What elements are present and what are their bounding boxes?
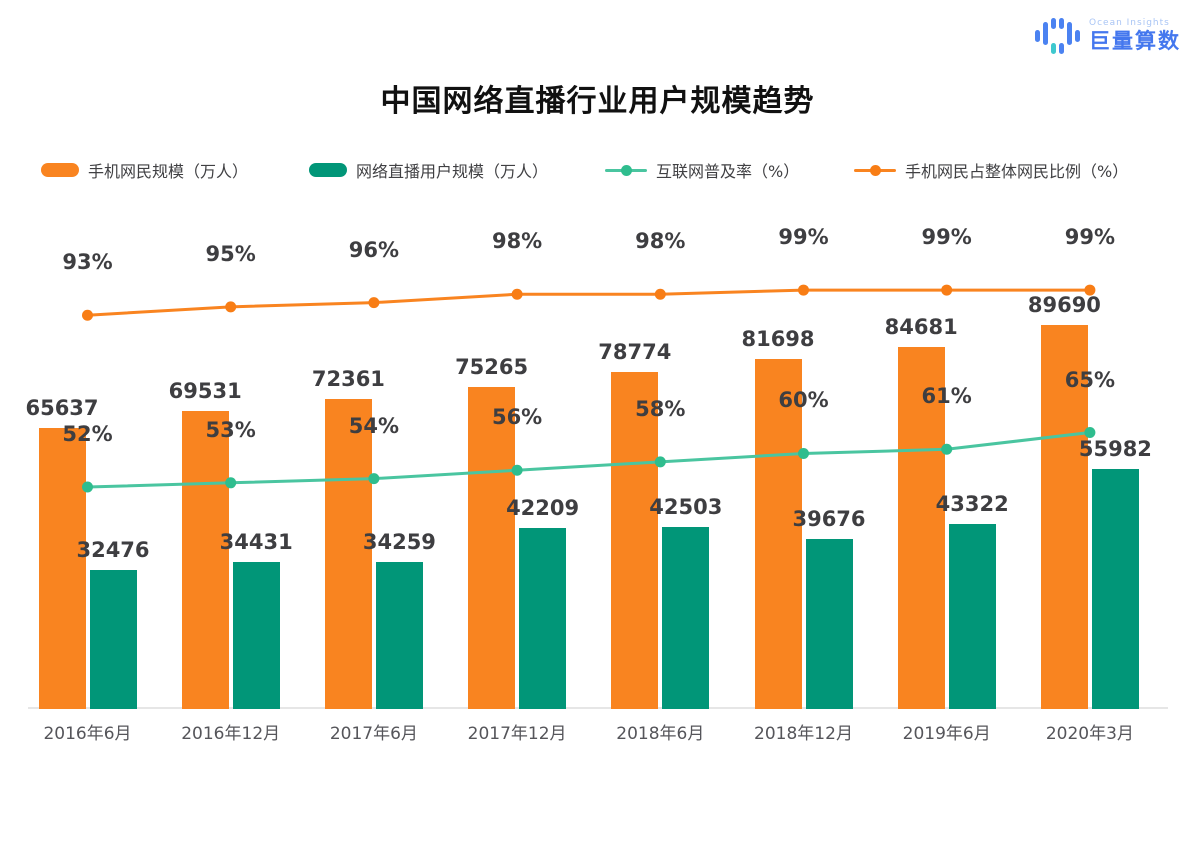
bar-wave-logo-icon bbox=[1035, 18, 1080, 54]
internet-penetration-label: 54% bbox=[348, 413, 400, 438]
bar-mobile-netizens bbox=[468, 386, 516, 709]
brand-text: Ocean Insights 巨量算数 bbox=[1089, 18, 1181, 54]
mobile-share-label: 99% bbox=[778, 225, 829, 250]
mobile-share-label: 95% bbox=[205, 241, 256, 266]
livestream-users-value-label: 42209 bbox=[506, 496, 580, 521]
mobile-netizens-value-label: 81698 bbox=[741, 327, 815, 352]
legend-label: 手机网民占整体网民比例（%） bbox=[905, 162, 1129, 181]
bar-mobile-netizens bbox=[754, 359, 802, 709]
bar-livestream-users bbox=[375, 562, 423, 709]
legend-label: 手机网民规模（万人） bbox=[88, 162, 249, 181]
bar-mobile-netizens bbox=[38, 428, 86, 709]
bar-livestream-users bbox=[948, 523, 996, 709]
mobile-netizens-value-label: 78774 bbox=[598, 339, 672, 364]
mobile-share-point bbox=[225, 301, 237, 313]
livestream-users-value-label: 42503 bbox=[649, 495, 723, 520]
livestream-users-value-label: 43322 bbox=[935, 491, 1009, 516]
x-axis-label: 2016年12月 bbox=[181, 724, 281, 744]
internet-penetration-label: 53% bbox=[205, 417, 256, 442]
internet-penetration-label: 60% bbox=[778, 388, 829, 413]
x-axis-label: 2020年3月 bbox=[1045, 724, 1134, 744]
x-axis-label: 2017年12月 bbox=[467, 724, 567, 744]
mobile-share-point bbox=[368, 297, 380, 309]
legend-bar-swatch bbox=[309, 163, 347, 177]
bar-livestream-users bbox=[805, 539, 853, 709]
chart-title: 中国网络直播行业用户规模趋势 bbox=[380, 84, 815, 119]
livestream-users-value-label: 34259 bbox=[362, 530, 436, 555]
mobile-share-point bbox=[511, 288, 523, 300]
brand-logo: Ocean Insights 巨量算数 bbox=[1035, 16, 1181, 56]
livestream-users-value-label: 39676 bbox=[792, 507, 866, 532]
x-axis-label: 2019年6月 bbox=[902, 724, 991, 744]
livestream-users-value-label: 32476 bbox=[76, 538, 150, 562]
bar-livestream-users bbox=[1091, 469, 1139, 709]
x-axis-label: 2017年6月 bbox=[329, 724, 418, 744]
bar-mobile-netizens bbox=[1040, 325, 1088, 709]
livestream-users-value-label: 34431 bbox=[219, 529, 293, 554]
mobile-netizens-value-label: 75265 bbox=[455, 354, 529, 379]
legend-bar-swatch bbox=[41, 163, 79, 177]
chart-legend: 手机网民规模（万人） 网络直播用户规模（万人） 互联网普及率（%） 手机网民占整体网民… bbox=[0, 155, 1195, 185]
livestream-users-value-label: 55982 bbox=[1078, 437, 1152, 462]
bar-mobile-netizens bbox=[611, 371, 659, 709]
bar-livestream-users bbox=[662, 527, 710, 709]
bar-livestream-users bbox=[232, 561, 280, 709]
legend-item-2: 互联网普及率（%） bbox=[605, 155, 799, 185]
mobile-share-label: 98% bbox=[491, 229, 543, 254]
bar-mobile-netizens bbox=[181, 411, 229, 709]
internet-penetration-label: 65% bbox=[1064, 367, 1116, 392]
mobile-share-label: 99% bbox=[921, 225, 972, 250]
mobile-share-point bbox=[941, 284, 953, 296]
x-axis-label: 2016年6月 bbox=[43, 724, 132, 744]
mobile-share-label: 98% bbox=[635, 229, 686, 254]
mobile-netizens-value-label: 65637 bbox=[25, 396, 99, 421]
legend-line-swatch bbox=[854, 163, 896, 177]
mobile-netizens-value-label: 84681 bbox=[884, 314, 958, 339]
mobile-netizens-value-label: 72361 bbox=[311, 367, 385, 392]
brand-name-cn: 巨量算数 bbox=[1089, 29, 1181, 53]
legend-item-3: 手机网民占整体网民比例（%） bbox=[854, 155, 1128, 185]
legend-label: 网络直播用户规模（万人） bbox=[356, 162, 549, 181]
brand-name-en: Ocean Insights bbox=[1089, 18, 1170, 28]
internet-penetration-label: 58% bbox=[635, 396, 686, 421]
mobile-netizens-value-label: 69531 bbox=[168, 379, 242, 404]
bar-mobile-netizens bbox=[897, 346, 945, 709]
x-axis-label: 2018年12月 bbox=[754, 724, 853, 744]
x-axis-line bbox=[28, 707, 1168, 709]
mobile-share-point bbox=[654, 288, 666, 300]
internet-penetration-label: 52% bbox=[62, 422, 113, 446]
mobile-share-point bbox=[798, 284, 809, 296]
legend-item-0: 手机网民规模（万人） bbox=[41, 155, 248, 185]
legend-label: 互联网普及率（%） bbox=[656, 162, 800, 181]
bar-livestream-users bbox=[519, 528, 567, 709]
mobile-share-line bbox=[87, 288, 1090, 317]
x-axis-label: 2018年6月 bbox=[616, 724, 705, 744]
mobile-share-label: 99% bbox=[1064, 225, 1116, 250]
mobile-share-label: 93% bbox=[62, 250, 113, 275]
mobile-netizens-value-label: 89690 bbox=[1027, 293, 1101, 318]
internet-penetration-label: 56% bbox=[491, 405, 543, 430]
mobile-share-point bbox=[82, 309, 93, 321]
internet-penetration-label: 61% bbox=[921, 384, 972, 409]
mobile-share-label: 96% bbox=[348, 237, 400, 262]
legend-line-swatch bbox=[605, 163, 647, 177]
bar-livestream-users bbox=[89, 570, 137, 709]
legend-item-1: 网络直播用户规模（万人） bbox=[309, 155, 548, 185]
